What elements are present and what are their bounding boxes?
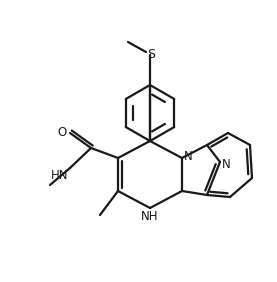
Text: O: O	[58, 125, 67, 138]
Text: N: N	[222, 158, 231, 171]
Text: HN: HN	[50, 169, 68, 182]
Text: S: S	[147, 49, 155, 61]
Text: N: N	[184, 151, 193, 164]
Text: NH: NH	[141, 210, 159, 223]
